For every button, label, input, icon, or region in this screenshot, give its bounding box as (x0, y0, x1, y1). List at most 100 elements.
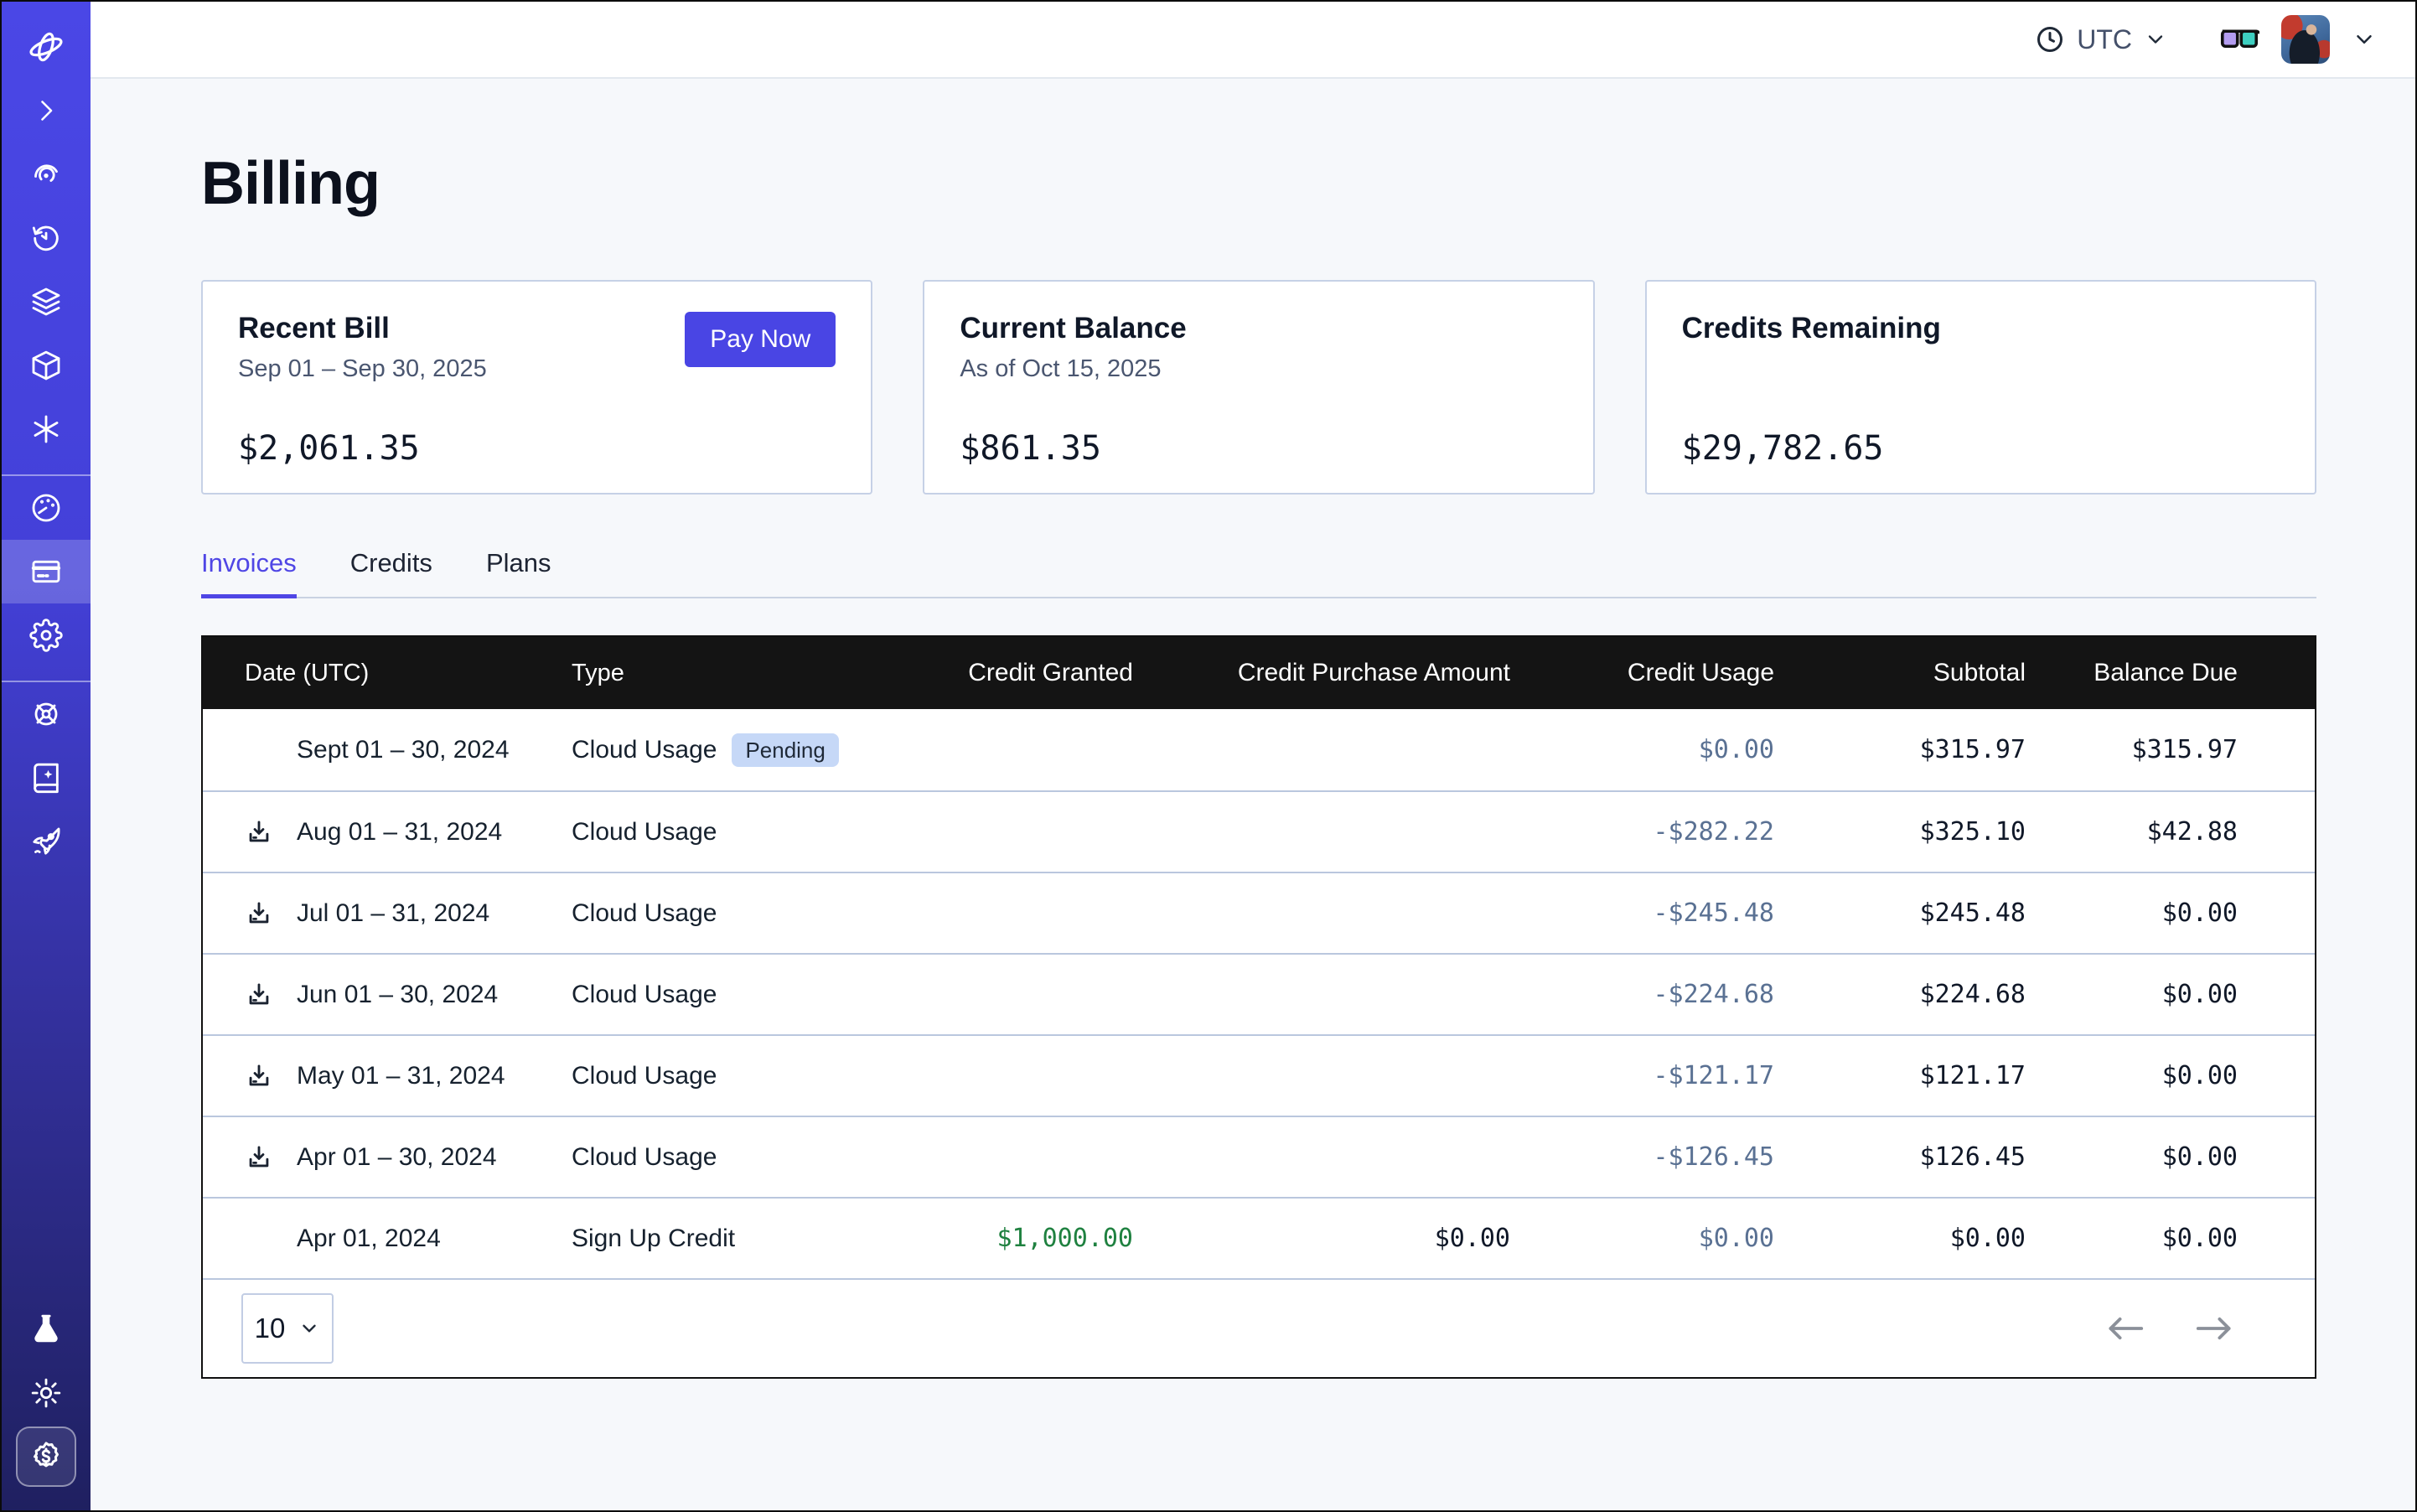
download-invoice-icon[interactable] (245, 899, 297, 928)
pagination-controls (2105, 1316, 2234, 1341)
cube-icon[interactable] (2, 334, 91, 397)
docs-book-icon[interactable] (2, 746, 91, 810)
sidebar-divider (2, 681, 91, 682)
clock-icon (2037, 27, 2063, 52)
balance-due: $0.00 (2161, 1142, 2238, 1172)
invoice-type: Cloud Usage (572, 980, 717, 1008)
page-title: Billing (201, 150, 380, 217)
invoice-date: Apr 01 – 30, 2024 (297, 1142, 497, 1171)
invoice-date: Aug 01 – 31, 2024 (297, 817, 503, 846)
credit-usage: -$126.45 (1653, 1142, 1775, 1172)
gauge-icon[interactable] (2, 476, 91, 540)
table-row: Sept 01 – 30, 2024 Cloud Usage Pending $0… (203, 709, 2315, 790)
layers-icon[interactable] (2, 270, 91, 334)
asterisk-icon[interactable] (2, 397, 91, 461)
download-invoice-icon[interactable] (245, 1062, 297, 1090)
recent-bill-amount: $2,061.35 (238, 429, 420, 468)
pay-now-button[interactable]: Pay Now (685, 312, 836, 367)
chevron-down-icon[interactable] (2352, 27, 2377, 52)
balance-due: $315.97 (2131, 735, 2238, 764)
card-title: Current Balance (960, 312, 1187, 344)
spiral-eye-icon[interactable] (2, 142, 91, 206)
billing-card-icon[interactable] (2, 540, 91, 603)
invoice-date: May 01 – 31, 2024 (297, 1061, 505, 1090)
download-invoice-icon[interactable] (245, 818, 297, 847)
dollar-badge-button[interactable] (2, 1425, 91, 1489)
chevron-down-icon (303, 1324, 317, 1333)
table-row: May 01 – 31, 2024 Cloud Usage -$121.17 $… (203, 1034, 2315, 1116)
invoice-date: Jun 01 – 30, 2024 (297, 980, 499, 1008)
col-header-balance-due: Balance Due (2094, 659, 2238, 686)
invoice-type: Cloud Usage (572, 817, 717, 846)
subtotal: $245.48 (1919, 898, 2026, 928)
ship-wheel-icon[interactable] (2, 682, 91, 746)
page-size-value: 10 (254, 1313, 286, 1344)
next-page-icon[interactable] (2194, 1316, 2234, 1341)
timezone-selector[interactable]: UTC (2035, 24, 2167, 55)
invoice-date: Apr 01, 2024 (297, 1224, 441, 1252)
col-header-date: Date (UTC) (245, 659, 370, 686)
gear-icon[interactable] (2, 603, 91, 667)
table-row: Aug 01 – 31, 2024 Cloud Usage -$282.22 $… (203, 790, 2315, 872)
page-size-select[interactable]: 10 (241, 1293, 334, 1364)
invoice-type: Cloud Usage (572, 735, 717, 764)
balance-due: $0.00 (2161, 1224, 2238, 1253)
card-subtitle: Sep 01 – Sep 30, 2025 (238, 355, 487, 382)
timezone-label: UTC (2077, 23, 2132, 54)
col-header-credit-granted: Credit Granted (968, 659, 1133, 686)
card-title: Recent Bill (238, 312, 390, 344)
credits-remaining-amount: $29,782.65 (1681, 429, 1884, 468)
col-header-credit-purchase: Credit Purchase Amount (1237, 659, 1510, 686)
credit-usage: -$282.22 (1653, 817, 1775, 847)
table-header: Date (UTC) Type Credit Granted Credit Pu… (203, 637, 2315, 709)
tab-invoices[interactable]: Invoices (201, 548, 297, 598)
tab-plans[interactable]: Plans (485, 548, 551, 577)
balance-due: $42.88 (2146, 817, 2238, 847)
billing-tabs: Invoices Credits Plans (201, 548, 2316, 598)
card-subtitle: As of Oct 15, 2025 (960, 355, 1162, 382)
sidebar-spacer (2, 873, 91, 1297)
table-row: Jun 01 – 30, 2024 Cloud Usage -$224.68 $… (203, 953, 2315, 1034)
invoice-type: Cloud Usage (572, 898, 717, 927)
credit-usage: -$224.68 (1653, 980, 1775, 1009)
credit-usage: -$121.17 (1653, 1061, 1775, 1090)
table-footer: 10 (203, 1278, 2315, 1377)
subtotal: $0.00 (1949, 1224, 2026, 1253)
download-invoice-icon[interactable] (245, 1143, 297, 1172)
current-balance-card: Current Balance As of Oct 15, 2025 $861.… (923, 280, 1595, 495)
logo-orbit-icon[interactable] (2, 15, 91, 79)
rocket-icon[interactable] (2, 810, 91, 873)
credit-granted: $1,000.00 (996, 1224, 1133, 1253)
subtotal: $325.10 (1919, 817, 2026, 847)
billing-page: Billing Recent Bill Sep 01 – Sep 30, 202… (91, 79, 2415, 1510)
previous-page-icon[interactable] (2105, 1316, 2145, 1341)
topbar: UTC (91, 2, 2415, 79)
flask-icon[interactable] (2, 1297, 91, 1361)
download-invoice-icon[interactable] (245, 981, 297, 1009)
table-row: Jul 01 – 31, 2024 Cloud Usage -$245.48 $… (203, 872, 2315, 953)
col-header-subtotal: Subtotal (1933, 659, 2026, 686)
history-clock-icon[interactable] (2, 206, 91, 270)
invoice-type: Cloud Usage (572, 1061, 717, 1090)
balance-due: $0.00 (2161, 980, 2238, 1009)
subtotal: $126.45 (1919, 1142, 2026, 1172)
credit-usage: $0.00 (1698, 1224, 1774, 1253)
goggles-icon[interactable] (2219, 25, 2259, 54)
tab-credits[interactable]: Credits (349, 548, 432, 577)
credit-usage: $0.00 (1698, 735, 1774, 764)
credit-usage: -$245.48 (1653, 898, 1775, 928)
sun-icon[interactable] (2, 1361, 91, 1425)
user-avatar[interactable] (2281, 15, 2330, 64)
collapse-chevron-icon[interactable] (2, 79, 91, 142)
credits-remaining-card: Credits Remaining $29,782.65 (1644, 280, 2316, 495)
card-title: Credits Remaining (1681, 312, 1941, 344)
table-body: Sept 01 – 30, 2024 Cloud Usage Pending $0… (203, 709, 2315, 1278)
summary-cards: Recent Bill Sep 01 – Sep 30, 2025 Pay No… (201, 280, 2316, 495)
subtotal: $121.17 (1919, 1061, 2026, 1090)
invoice-type: Cloud Usage (572, 1142, 717, 1171)
invoice-type: Sign Up Credit (572, 1224, 736, 1252)
status-badge: Pending (732, 733, 839, 767)
balance-due: $0.00 (2161, 1061, 2238, 1090)
col-header-type: Type (572, 659, 624, 686)
